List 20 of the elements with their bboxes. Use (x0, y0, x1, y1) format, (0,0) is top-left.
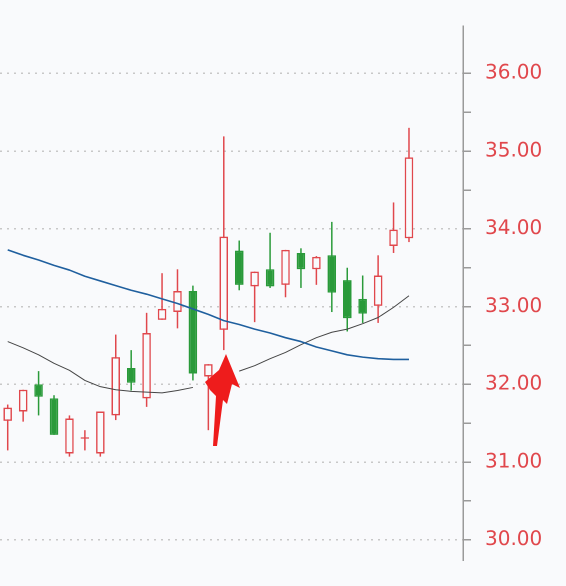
candlestick (158, 272, 166, 321)
candlestick (296, 248, 306, 289)
y-tick-label: 35.00 (485, 137, 542, 162)
y-tick-label: 36.00 (485, 60, 542, 84)
candlestick (173, 268, 182, 330)
candlestick (18, 389, 28, 422)
y-tick-label: 32.00 (485, 370, 542, 395)
y-tick-label: 33.00 (485, 292, 542, 317)
candlestick (358, 274, 367, 324)
candlestick (250, 270, 259, 323)
candlestick (3, 404, 12, 452)
candlestick (266, 232, 274, 289)
candlestick (204, 363, 213, 431)
candlestick (389, 202, 398, 254)
y-tick-label: 34.00 (485, 215, 542, 240)
candlestick (126, 349, 136, 392)
candlestick (312, 255, 321, 286)
y-tick-label: 30.00 (485, 526, 542, 550)
candlestick (34, 370, 43, 416)
y-tick-label: 31.00 (485, 448, 542, 472)
